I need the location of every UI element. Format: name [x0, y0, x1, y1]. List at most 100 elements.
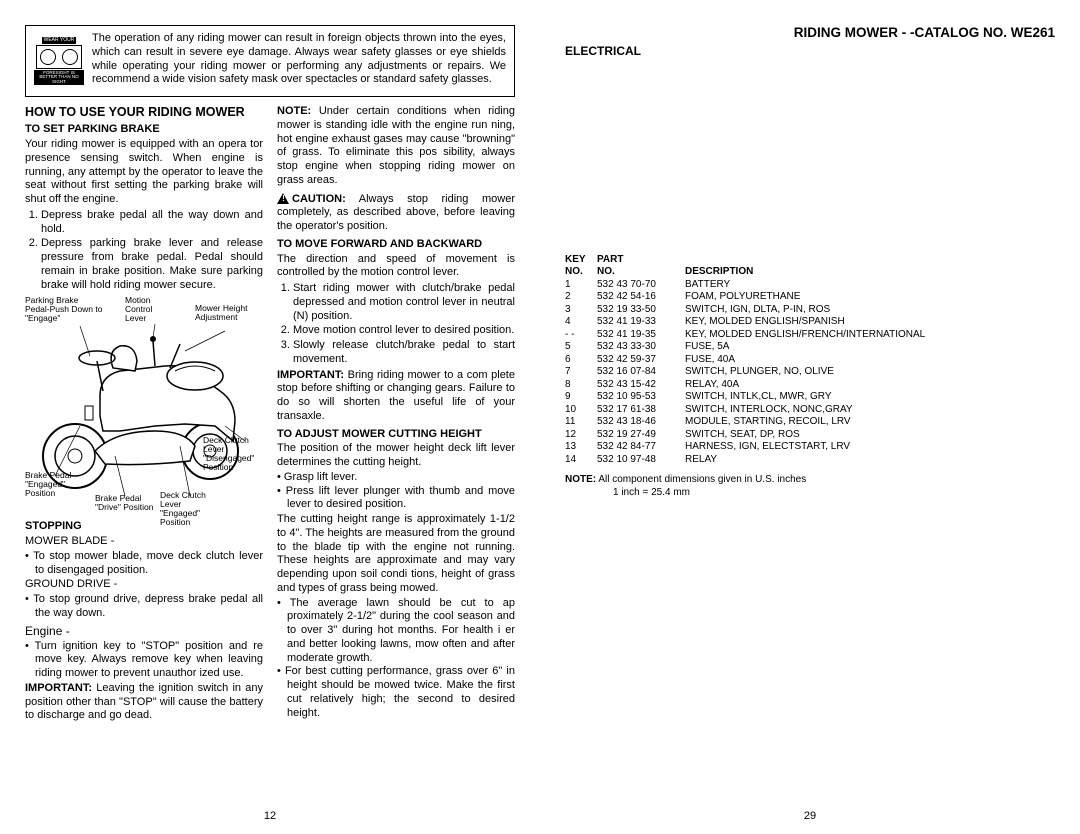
paragraph: The direction and speed of movement is c…: [277, 253, 515, 281]
subhead-parking-brake: To Set Parking Brake: [25, 123, 263, 137]
cell-part: 532 17 61-38: [597, 404, 685, 417]
bullet-list: Grasp lift lever. Press lift lever plung…: [277, 471, 515, 512]
diagram-label: Parking Brake Pedal-Push Down to "Engage…: [25, 296, 105, 323]
columns: HOW TO USE YOUR RIDING MOWER To Set Park…: [25, 105, 515, 824]
cell-desc: BATTERY: [685, 279, 1055, 292]
list-item: Move motion control lever to desired pos…: [293, 324, 515, 338]
list-item: Depress parking brake lever and release …: [41, 237, 263, 292]
subhead-cutting-height: To Adjust Mower Cutting Height: [277, 428, 515, 442]
diagram-label: Brake Pedal "Engaged" Position: [25, 471, 85, 498]
cell-part: 532 42 54-16: [597, 291, 685, 304]
cell-part: 532 19 27-49: [597, 429, 685, 442]
warning-box: WEAR YOUR FORESIGHT IS BETTER THAN NO SI…: [25, 25, 515, 97]
table-row: 9532 10 95-53SWITCH, INTLK,CL, MWR, GRY: [565, 391, 1055, 404]
ordered-list: Depress brake pedal all the way down and…: [41, 209, 263, 293]
glasses-graphic: [36, 45, 82, 69]
cell-part: 532 41 19-33: [597, 316, 685, 329]
th-desc: DESCRIPTION: [685, 254, 1055, 279]
table-row: 7532 16 07-84SWITCH, PLUNGER, NO, OLIVE: [565, 366, 1055, 379]
diagram-label: Deck Clutch Lever "Disengaged" Position: [203, 436, 263, 472]
note-text: Under certain conditions when riding mow…: [277, 105, 515, 186]
cell-part: 532 10 97-48: [597, 454, 685, 467]
cell-key: 11: [565, 416, 597, 429]
note-paragraph: NOTE: Under certain conditions when ridi…: [277, 105, 515, 188]
right-page: RIDING MOWER - -CATALOG NO. WE261 ELECTR…: [540, 0, 1080, 834]
list-item: To stop mower blade, move deck clutch le…: [25, 550, 263, 578]
cell-part: 532 19 33-50: [597, 304, 685, 317]
table-row: 4532 41 19-33KEY, MOLDED ENGLISH/SPANISH: [565, 316, 1055, 329]
table-row: 11532 43 18-46MODULE, STARTING, RECOIL, …: [565, 416, 1055, 429]
cell-desc: KEY, MOLDED ENGLISH/SPANISH: [685, 316, 1055, 329]
important-label: IMPORTANT:: [25, 682, 92, 694]
cell-key: 8: [565, 379, 597, 392]
important-label: IMPORTANT:: [277, 369, 344, 381]
cell-key: 4: [565, 316, 597, 329]
th-part: PARTNO.: [597, 254, 685, 279]
important-note: IMPORTANT: Leaving the ignition switch i…: [25, 682, 263, 723]
table-row: 14532 10 97-48RELAY: [565, 454, 1055, 467]
caution-paragraph: CAUTION: Always stop riding mower comple…: [277, 193, 515, 234]
cell-part: 532 43 33-30: [597, 341, 685, 354]
warning-text: The operation of any riding mower can re…: [92, 32, 506, 90]
subhead-engine: Engine -: [25, 624, 263, 639]
cell-part: 532 16 07-84: [597, 366, 685, 379]
cell-key: 12: [565, 429, 597, 442]
bullet-list: To stop mower blade, move deck clutch le…: [25, 550, 263, 578]
table-row: 10532 17 61-38SWITCH, INTERLOCK, NONC,GR…: [565, 404, 1055, 417]
list-item: Press lift lever plunger with thumb and …: [277, 485, 515, 513]
list-item: For best cutting performance, grass over…: [277, 665, 515, 720]
column-1: HOW TO USE YOUR RIDING MOWER To Set Park…: [25, 105, 263, 824]
cell-key: 5: [565, 341, 597, 354]
cell-key: 1: [565, 279, 597, 292]
cell-key: - -: [565, 329, 597, 342]
table-row: 1532 43 70-70BATTERY: [565, 279, 1055, 292]
bullet-list: Turn ignition key to "STOP" position and…: [25, 640, 263, 681]
cell-key: 7: [565, 366, 597, 379]
list-item: Grasp lift lever.: [277, 471, 515, 485]
cell-desc: KEY, MOLDED ENGLISH/FRENCH/INTERNATIONAL: [685, 329, 1055, 342]
paragraph: Your riding mower is equipped with an op…: [25, 138, 263, 207]
diagram-label: Brake Pedal "Drive" Position: [95, 494, 155, 512]
cell-key: 9: [565, 391, 597, 404]
cell-desc: HARNESS, IGN, ELECTSTART, LRV: [685, 441, 1055, 454]
cell-desc: SWITCH, SEAT, DP, ROS: [685, 429, 1055, 442]
subhead-move: To Move Forward And Backward: [277, 238, 515, 252]
parts-table: KEYNO. PARTNO. DESCRIPTION 1532 43 70-70…: [565, 254, 1055, 500]
paragraph: GROUND DRIVE -: [25, 578, 263, 592]
cell-key: 6: [565, 354, 597, 367]
page-number: 29: [540, 810, 1080, 824]
diagram-label: Deck Clutch Lever "Engaged" Position: [160, 491, 220, 527]
section-title: HOW TO USE YOUR RIDING MOWER: [25, 105, 263, 119]
cell-key: 13: [565, 441, 597, 454]
table-row: 2532 42 54-16FOAM, POLYURETHANE: [565, 291, 1055, 304]
subhead-stopping: STOPPING: [25, 520, 263, 534]
list-item: Depress brake pedal all the way down and…: [41, 209, 263, 237]
paragraph: The position of the mower height deck li…: [277, 442, 515, 470]
catalog-header: RIDING MOWER - -CATALOG NO. WE261: [565, 25, 1055, 42]
list-item: Turn ignition key to "STOP" position and…: [25, 640, 263, 681]
table-row: 12532 19 27-49SWITCH, SEAT, DP, ROS: [565, 429, 1055, 442]
icon-top-text: WEAR YOUR: [42, 37, 77, 44]
th-key: KEYNO.: [565, 254, 597, 279]
cell-desc: SWITCH, INTLK,CL, MWR, GRY: [685, 391, 1055, 404]
page-spread: WEAR YOUR FORESIGHT IS BETTER THAN NO SI…: [0, 0, 1080, 834]
column-2: NOTE: Under certain conditions when ridi…: [277, 105, 515, 824]
cell-desc: SWITCH, IGN, DLTA, P-IN, ROS: [685, 304, 1055, 317]
cell-desc: SWITCH, INTERLOCK, NONC,GRAY: [685, 404, 1055, 417]
ordered-list: Start riding mower with clutch/brake ped…: [293, 282, 515, 367]
table-row: 5532 43 33-30FUSE, 5A: [565, 341, 1055, 354]
cell-key: 10: [565, 404, 597, 417]
caution-icon: [277, 193, 290, 204]
cell-part: 532 42 84-77: [597, 441, 685, 454]
caution-label: CAUTION:: [292, 193, 346, 205]
bullet-list: The average lawn should be cut to ap pro…: [277, 597, 515, 721]
list-item: Slowly release clutch/brake pedal to sta…: [293, 339, 515, 367]
table-footnote: NOTE: All component dimensions given in …: [565, 474, 1055, 499]
cell-desc: RELAY: [685, 454, 1055, 467]
cell-part: 532 42 59-37: [597, 354, 685, 367]
table-header: KEYNO. PARTNO. DESCRIPTION: [565, 254, 1055, 279]
mower-diagram: Parking Brake Pedal-Push Down to "Engage…: [25, 296, 263, 516]
note-label: NOTE:: [565, 474, 596, 485]
paragraph: The cutting height range is approximatel…: [277, 513, 515, 596]
table-row: 8532 43 15-42RELAY, 40A: [565, 379, 1055, 392]
